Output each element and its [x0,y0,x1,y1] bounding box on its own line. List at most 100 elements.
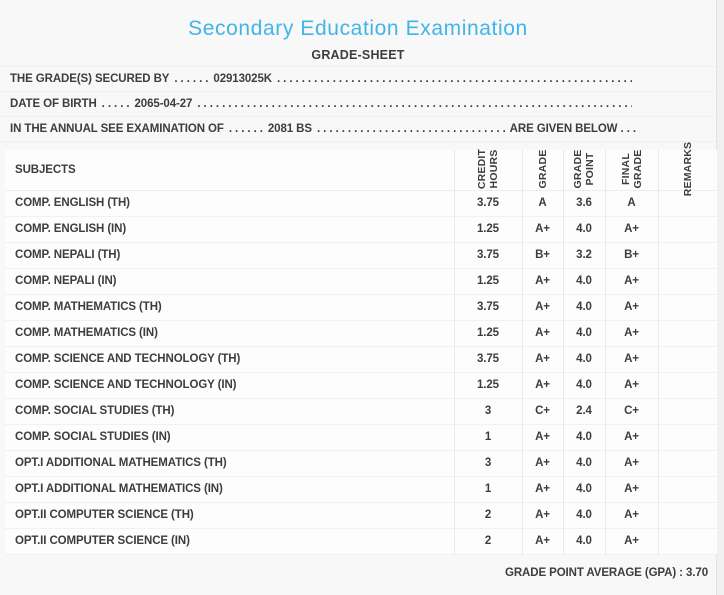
cell-grade-point: 4.0 [562,450,605,476]
cell-remarks [657,242,717,268]
table-row: OPT.I ADDITIONAL MATHEMATICS (TH) 3 A+ 4.0 A… [5,450,717,476]
cell-subject: COMP. NEPALI (IN) [15,275,117,287]
cell-credit-hours: 1 [453,476,522,502]
cell-final-grade: A+ [604,476,658,502]
grades-table: SUBJECTS CREDIT HOURS GRADE GRADE POINT … [5,142,717,555]
cell-grade-point: 4.0 [562,216,605,242]
cell-credit-hours: 2 [453,528,522,554]
cell-grade: C+ [521,398,563,424]
exam-year-value: 2081 BS [267,123,312,135]
cell-final-grade: A+ [604,346,658,372]
cell-remarks [657,424,717,450]
gpa-value: 3.70 [686,566,708,579]
dotted-filler: . . . . . . . . . . . . . . . . . . . . … [276,73,632,85]
info-label: IN THE ANNUAL SEE EXAMINATION OF [10,123,224,135]
cell-remarks [657,216,717,242]
cell-grade: A+ [521,528,563,554]
cell-remarks [657,294,717,320]
cell-remarks [657,476,717,502]
cell-grade: A+ [521,502,563,528]
page-subtitle: GRADE-SHEET [311,48,405,62]
page-title: Secondary Education Examination [188,17,528,40]
rotated-header-label: CREDIT HOURS [475,148,500,190]
column-header-grade-point: GRADE POINT [562,149,605,190]
cell-remarks [657,398,717,424]
cell-final-grade: A+ [604,450,658,476]
cell-final-grade: A+ [604,294,658,320]
cell-credit-hours: 1.25 [453,216,522,242]
info-line-grades-secured-by: THE GRADE(S) SECURED BY . . . . . . 0291… [0,67,716,92]
cell-final-grade: B+ [604,242,658,268]
cell-credit-hours: 1 [453,424,522,450]
header-row: SUBJECTS CREDIT HOURS GRADE GRADE POINT … [5,142,717,196]
cell-subject: OPT.I ADDITIONAL MATHEMATICS (TH) [15,457,227,469]
table-row: COMP. SOCIAL STUDIES (TH) 3 C+ 2.4 C+ [5,398,717,424]
cell-remarks [657,502,717,528]
rotated-header-label: GRADE [536,149,549,189]
cell-final-grade: A+ [604,424,658,450]
cell-subject: COMP. NEPALI (TH) [15,249,121,261]
cell-grade-point: 4.0 [562,372,605,398]
cell-grade-point: 4.0 [562,502,605,528]
cell-grade-point: 4.0 [562,476,605,502]
gpa-label: GRADE POINT AVERAGE (GPA) : [505,566,683,579]
cell-grade: A+ [521,476,563,502]
cell-subject: COMP. SCIENCE AND TECHNOLOGY (TH) [15,353,241,365]
table-row: OPT.I ADDITIONAL MATHEMATICS (IN) 1 A+ 4.0 A… [5,476,717,502]
dotted-leader: . . . . . . [174,73,209,85]
cell-subject: OPT.II COMPUTER SCIENCE (TH) [15,509,194,521]
column-header-grade: GRADE [521,149,563,190]
table-row: COMP. NEPALI (IN) 1.25 A+ 4.0 A+ [5,268,717,294]
cell-grade: A+ [521,372,563,398]
cell-grade: A+ [521,450,563,476]
info-label: THE GRADE(S) SECURED BY [10,73,170,85]
cell-final-grade: A+ [604,216,658,242]
cell-grade: A+ [521,320,563,346]
cell-subject: COMP. MATHEMATICS (TH) [15,301,162,313]
cell-credit-hours: 3.75 [453,294,522,320]
table-row: COMP. SOCIAL STUDIES (IN) 1 A+ 4.0 A+ [5,424,717,450]
cell-grade-point: 4.0 [562,320,605,346]
cell-credit-hours: 1.25 [453,320,522,346]
info-line-examination-year: IN THE ANNUAL SEE EXAMINATION OF . . . .… [0,117,716,142]
cell-final-grade: A+ [604,320,658,346]
cell-final-grade: A+ [604,268,658,294]
column-header-final-grade: FINAL GRADE [604,149,658,190]
rotated-header-label: FINAL GRADE [619,149,644,189]
cell-grade: A+ [521,268,563,294]
cell-final-grade: A+ [604,502,658,528]
cell-credit-hours: 3 [453,398,522,424]
cell-grade-point: 3.6 [562,190,605,216]
symbol-number-value: 02913025K [213,73,272,85]
cell-grade-point: 4.0 [562,268,605,294]
cell-grade: A [521,190,563,216]
info-suffix: ARE GIVEN BELOW . . . [509,123,636,135]
cell-subject: COMP. ENGLISH (IN) [15,223,127,235]
cell-grade-point: 2.4 [562,398,605,424]
cell-subject: COMP. MATHEMATICS (IN) [15,327,158,339]
cell-remarks [657,528,717,554]
cell-subject: OPT.II COMPUTER SCIENCE (IN) [15,535,190,547]
cell-grade-point: 4.0 [562,294,605,320]
column-header-subjects: SUBJECTS [15,163,76,176]
rotated-header-label: GRADE POINT [571,149,596,189]
cell-remarks [657,320,717,346]
cell-grade-point: 4.0 [562,346,605,372]
cell-credit-hours: 3.75 [453,346,522,372]
table-row: COMP. SCIENCE AND TECHNOLOGY (TH) 3.75 A+ 4… [5,346,717,372]
cell-final-grade: C+ [604,398,658,424]
table-row: COMP. SCIENCE AND TECHNOLOGY (IN) 1.25 A+ 4… [5,372,717,398]
cell-grade: A+ [521,424,563,450]
cell-grade: A+ [521,346,563,372]
cell-credit-hours: 3.75 [453,242,522,268]
cell-subject: COMP. SOCIAL STUDIES (TH) [15,405,175,417]
cell-remarks [657,268,717,294]
info-line-date-of-birth: DATE OF BIRTH . . . . . 2065-04-27 . . .… [0,92,716,117]
cell-credit-hours: 3.75 [453,190,522,216]
table-row: COMP. ENGLISH (IN) 1.25 A+ 4.0 A+ [5,216,717,242]
cell-remarks [657,450,717,476]
cell-remarks [657,346,717,372]
cell-grade-point: 3.2 [562,242,605,268]
cell-remarks [657,190,717,216]
